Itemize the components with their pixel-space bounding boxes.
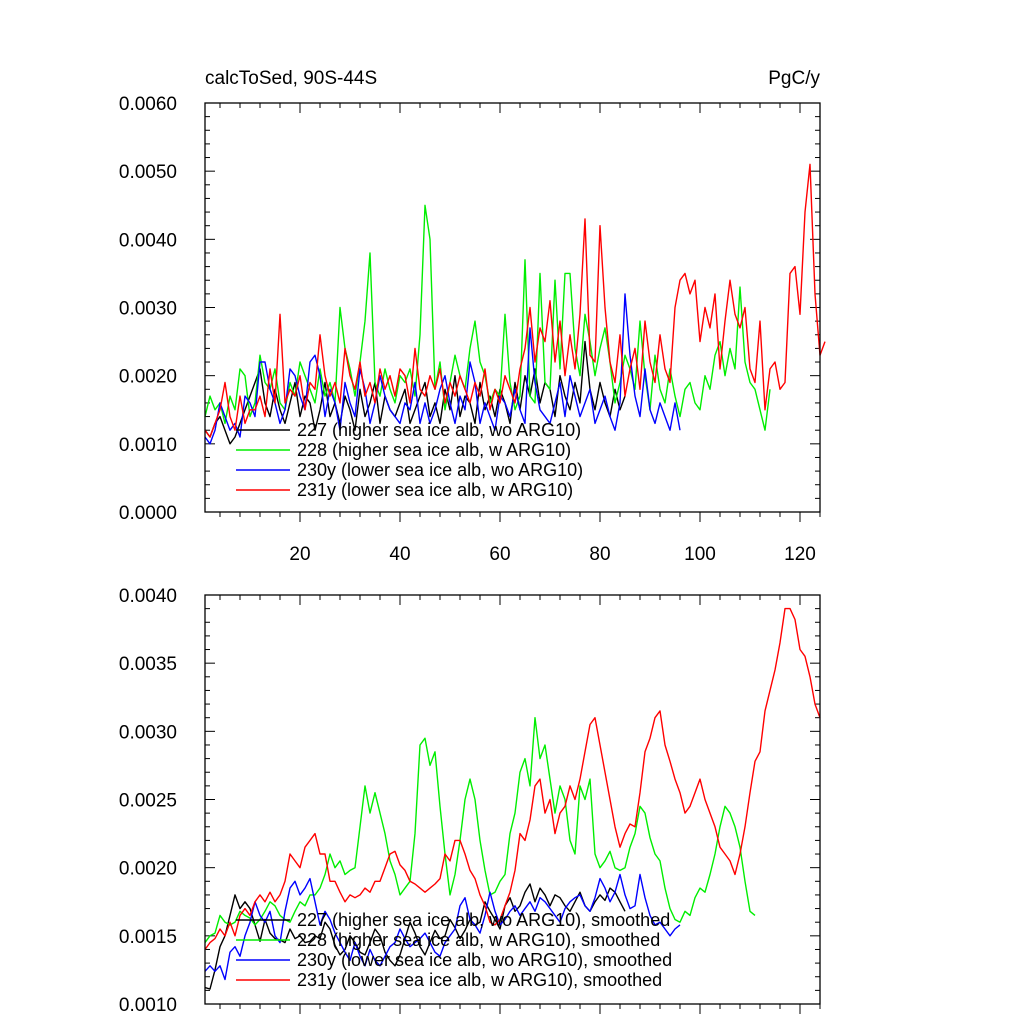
bottom-legend-label-3: 230y (lower sea ice alb, wo ARG10), smoo… xyxy=(297,950,672,970)
top-panel: calcToSed, 90S-44S PgC/y 0.00000.00100.0… xyxy=(119,68,826,565)
top-ytick-label: 0.0000 xyxy=(119,503,177,524)
top-legend: 227 (higher sea ice alb, wo ARG10)228 (h… xyxy=(236,420,583,500)
top-title-left: calcToSed, 90S-44S xyxy=(205,68,377,89)
top-xtick-label: 120 xyxy=(784,544,816,565)
bottom-ytick-label: 0.0020 xyxy=(119,859,177,880)
bottom-ytick-label: 0.0015 xyxy=(119,927,177,948)
top-legend-label-1: 227 (higher sea ice alb, wo ARG10) xyxy=(297,420,581,440)
top-title-right: PgC/y xyxy=(768,68,820,89)
bottom-ytick-label: 0.0030 xyxy=(119,722,177,743)
top-series-line-1 xyxy=(204,340,626,445)
top-series-lines xyxy=(204,163,826,445)
top-ytick-label: 0.0060 xyxy=(119,94,177,115)
top-series-line-4 xyxy=(204,163,826,438)
bottom-series-lines xyxy=(204,607,821,990)
top-legend-label-2: 228 (higher sea ice alb, w ARG10) xyxy=(297,440,571,460)
bottom-legend: 227 (higher sea ice alb, wo ARG10), smoo… xyxy=(236,910,672,990)
top-legend-label-4: 231y (lower sea ice alb, w ARG10) xyxy=(297,480,573,500)
bottom-ytick-label: 0.0025 xyxy=(119,791,177,812)
bottom-legend-label-1: 227 (higher sea ice alb, wo ARG10), smoo… xyxy=(297,910,670,930)
top-xtick-label: 100 xyxy=(684,544,716,565)
top-ytick-label: 0.0020 xyxy=(119,367,177,388)
top-xtick-label: 20 xyxy=(289,544,310,565)
top-legend-label-3: 230y (lower sea ice alb, wo ARG10) xyxy=(297,460,583,480)
top-ytick-label: 0.0010 xyxy=(119,435,177,456)
top-plot-frame xyxy=(204,102,821,513)
top-ytick-label: 0.0040 xyxy=(119,230,177,251)
bottom-panel: 0.0010 0.0015 0.0020 0.0025 0.0030 0.0035 0.00… xyxy=(119,586,821,1016)
bottom-series-line-1 xyxy=(204,883,626,990)
top-ytick-label: 0.0050 xyxy=(119,162,177,183)
bottom-ytick-label: 0.0040 xyxy=(119,586,177,607)
top-axis-ticks: 0.0000 0.0010 0.0020 0.0030 0.0040 0.0050 0.00… xyxy=(119,94,821,565)
bottom-series-line-4 xyxy=(204,607,821,950)
top-xtick-label: 80 xyxy=(589,544,610,565)
top-ytick-label: 0.0030 xyxy=(119,299,177,320)
top-xtick-label: 60 xyxy=(489,544,510,565)
bottom-legend-label-2: 228 (higher sea ice alb, w ARG10), smoot… xyxy=(297,930,660,950)
bottom-series-line-2 xyxy=(204,717,756,944)
top-xtick-label: 40 xyxy=(389,544,410,565)
bottom-legend-label-4: 231y (lower sea ice alb, w ARG10), smoot… xyxy=(297,970,662,990)
bottom-ytick-label: 0.0010 xyxy=(119,995,177,1016)
bottom-plot-frame xyxy=(204,594,821,1005)
bottom-series-line-3 xyxy=(204,873,681,981)
bottom-ytick-label: 0.0035 xyxy=(119,654,177,675)
